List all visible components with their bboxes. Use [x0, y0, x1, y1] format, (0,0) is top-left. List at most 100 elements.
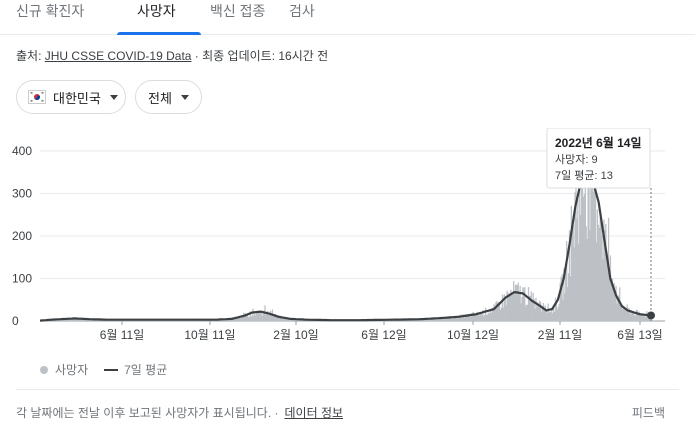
daily-deaths-bar — [255, 315, 257, 321]
daily-deaths-bar — [506, 290, 508, 321]
y-tick-label: 100 — [12, 272, 32, 286]
scope-dropdown[interactable]: 전체 — [135, 80, 202, 114]
daily-deaths-bar — [540, 311, 543, 321]
tab-deaths[interactable]: 사망자 — [137, 3, 176, 19]
daily-deaths-bar — [478, 315, 480, 321]
daily-deaths-bar — [529, 295, 532, 321]
daily-deaths-bar — [95, 320, 98, 321]
daily-deaths-bar — [71, 319, 73, 321]
daily-deaths-bar — [67, 319, 70, 321]
daily-deaths-bar — [608, 275, 611, 321]
daily-deaths-bar — [496, 301, 498, 321]
daily-deaths-bar — [227, 319, 229, 321]
seven-day-average-line — [39, 172, 652, 322]
daily-deaths-bar — [585, 226, 587, 321]
daily-deaths-bar — [538, 305, 540, 321]
deaths-legend-swatch — [40, 365, 48, 374]
daily-deaths-bar — [557, 306, 559, 321]
daily-deaths-bar — [279, 315, 281, 321]
daily-deaths-bar — [247, 316, 249, 321]
daily-deaths-bar — [283, 318, 286, 321]
daily-deaths-bar — [489, 310, 491, 321]
daily-deaths-bar — [456, 318, 458, 321]
deaths-chart[interactable]: 0 100 200 300 400 6월 11일 10월 11일 2월 10일 6월 12일 1… — [0, 128, 695, 348]
daily-deaths-bar — [500, 307, 503, 321]
daily-deaths-bar — [434, 318, 437, 321]
daily-deaths-bar — [523, 288, 525, 321]
daily-deaths-bar — [593, 191, 595, 321]
daily-deaths-bar — [494, 306, 496, 321]
daily-deaths-bar — [458, 315, 460, 321]
daily-deaths-bar — [590, 128, 592, 321]
daily-deaths-bar — [457, 317, 459, 321]
daily-deaths-bar — [626, 304, 628, 321]
daily-deaths-bar — [276, 314, 278, 321]
daily-deaths-bar — [624, 309, 626, 321]
daily-deaths-bar — [235, 316, 237, 321]
daily-deaths-bar — [470, 317, 472, 321]
daily-deaths-bar — [548, 311, 550, 321]
tab-new-cases[interactable]: 신규 확진자 — [16, 3, 85, 19]
y-tick-label: 300 — [12, 187, 32, 201]
daily-deaths-bar — [578, 243, 580, 321]
daily-deaths-bar — [70, 318, 73, 321]
daily-deaths-bar — [257, 311, 260, 321]
region-label: 대한민국 — [53, 90, 101, 106]
daily-deaths-bar — [482, 309, 484, 321]
daily-deaths-bar — [446, 318, 449, 321]
daily-deaths-bar — [258, 310, 261, 321]
daily-deaths-bar — [603, 219, 605, 321]
daily-deaths-bar — [443, 317, 445, 321]
daily-deaths-bar — [485, 307, 487, 321]
daily-deaths-bar — [630, 314, 632, 321]
daily-deaths-bar — [573, 247, 575, 321]
daily-deaths-bar — [256, 312, 258, 321]
daily-deaths-bar — [483, 316, 485, 321]
daily-deaths-bar — [296, 319, 298, 321]
footer-divider — [16, 389, 679, 390]
daily-deaths-bar — [575, 182, 577, 321]
daily-deaths-bar — [586, 238, 588, 321]
daily-deaths-bar — [568, 230, 571, 321]
feedback-link[interactable]: 피드백 — [631, 406, 665, 420]
source-link[interactable]: JHU CSSE COVID-19 Data — [44, 49, 192, 63]
daily-deaths-bar — [444, 318, 446, 321]
daily-deaths-bar — [424, 319, 426, 321]
daily-deaths-bar — [566, 287, 569, 321]
daily-deaths-bar — [92, 320, 94, 321]
daily-deaths-bar — [526, 304, 528, 321]
daily-deaths-bar — [477, 313, 479, 321]
daily-deaths-bar — [87, 319, 89, 321]
region-dropdown[interactable]: 대한민국 — [16, 80, 126, 114]
daily-deaths-bar — [527, 287, 530, 321]
daily-deaths-bar — [481, 314, 483, 321]
daily-deaths-bar — [633, 312, 635, 321]
data-info-link[interactable]: 데이터 정보 — [284, 406, 344, 420]
daily-deaths-bar — [93, 320, 95, 321]
daily-deaths-bar — [592, 128, 594, 322]
daily-deaths-bar — [233, 318, 235, 321]
daily-deaths-bar — [572, 224, 574, 321]
tab-vaccination[interactable]: 백신 접종 — [210, 3, 266, 19]
tab-tests[interactable]: 검사 — [289, 3, 315, 19]
daily-deaths-bar — [425, 319, 427, 321]
daily-deaths-bar — [524, 287, 526, 321]
daily-deaths-bar — [618, 295, 620, 321]
x-tick-label: 6월 12일 — [361, 328, 406, 342]
x-tick-label: 6월 11일 — [100, 328, 145, 342]
daily-deaths-bar — [447, 317, 450, 321]
daily-deaths-bar — [510, 289, 512, 321]
daily-deaths-bar — [574, 192, 576, 321]
daily-deaths-bar — [224, 319, 226, 321]
daily-deaths-bar — [281, 317, 283, 321]
source-updated: · 최종 업데이트: 16시간 전 — [191, 49, 329, 63]
daily-deaths-bar — [617, 299, 619, 321]
daily-deaths-bar — [544, 305, 546, 321]
daily-deaths-bar — [638, 311, 640, 321]
daily-deaths-bar — [273, 314, 275, 321]
daily-deaths-bar — [495, 301, 497, 321]
daily-deaths-bar — [250, 316, 252, 321]
daily-deaths-bar — [560, 276, 562, 321]
daily-deaths-bar — [607, 259, 609, 321]
daily-deaths-bar — [72, 319, 74, 321]
